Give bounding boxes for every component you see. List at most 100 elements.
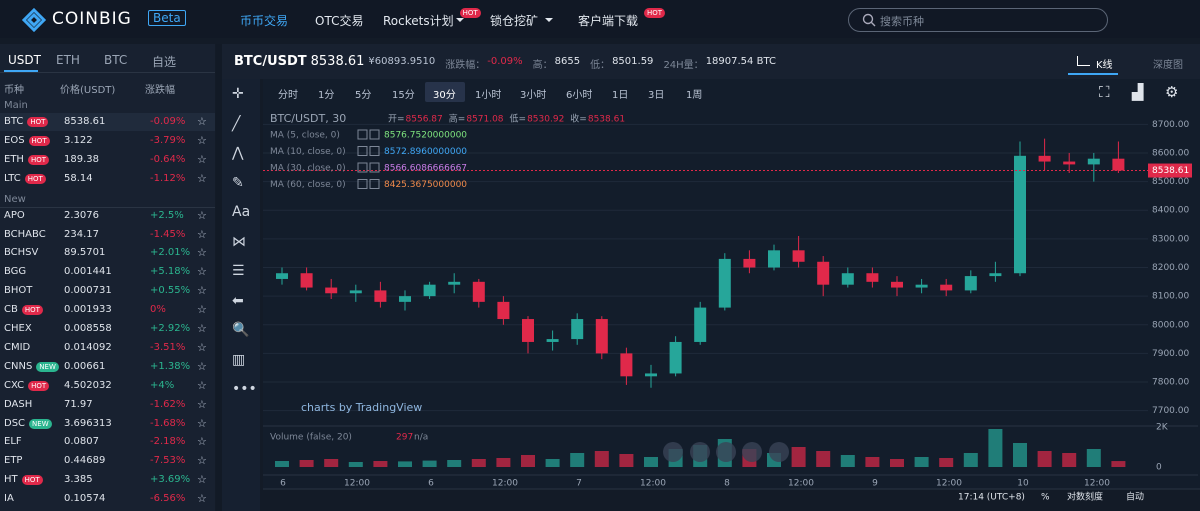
drawing-tool[interactable]: ⬅ xyxy=(232,292,244,309)
ma-label: MA (30, close, 0) xyxy=(270,164,346,174)
interval-button[interactable]: 1日 xyxy=(612,90,629,101)
panel-splitter[interactable] xyxy=(216,44,222,511)
favorite-star[interactable]: ☆ xyxy=(197,359,207,373)
coin-name[interactable]: BGG xyxy=(4,266,27,278)
candle-body xyxy=(768,250,780,268)
favorite-star[interactable]: ☆ xyxy=(197,227,207,241)
coin-name[interactable]: DSC xyxy=(4,417,26,429)
favorite-star[interactable]: ☆ xyxy=(197,115,207,128)
interval-button[interactable]: 1周 xyxy=(686,90,703,101)
favorite-star[interactable]: ☆ xyxy=(197,152,207,166)
coin-name[interactable]: ETP xyxy=(4,455,23,467)
coin-name[interactable]: DASH xyxy=(4,398,33,410)
nav-link[interactable]: OTC交易 xyxy=(315,14,364,28)
market-tab[interactable]: BTC xyxy=(104,53,128,67)
interval-button[interactable]: 6小时 xyxy=(566,90,593,101)
favorite-star[interactable]: ☆ xyxy=(197,322,207,335)
drawing-tool[interactable]: ••• xyxy=(232,381,257,397)
price-tick-label: 8600.00 xyxy=(1152,148,1189,158)
coin-name[interactable]: CB xyxy=(4,304,18,316)
coin-name[interactable]: ETH xyxy=(4,153,24,165)
toolbar-icon[interactable]: ⚙ xyxy=(1165,83,1179,101)
view-tab[interactable]: K线 xyxy=(1096,60,1113,71)
favorite-star[interactable]: ☆ xyxy=(197,171,207,185)
interval-button[interactable]: 15分 xyxy=(392,90,415,101)
column-header[interactable]: 币种 xyxy=(4,85,24,96)
favorite-star[interactable]: ☆ xyxy=(197,208,207,222)
market-tab[interactable]: ETH xyxy=(56,53,80,67)
interval-button[interactable]: 1分 xyxy=(318,90,335,101)
interval-button[interactable]: 分时 xyxy=(278,90,298,101)
favorite-star[interactable]: ☆ xyxy=(197,246,207,260)
nav-link[interactable]: 客户端下载 xyxy=(578,14,639,28)
search-box[interactable] xyxy=(848,8,1108,32)
coin-name[interactable]: BCHABC xyxy=(4,228,46,240)
coin-name[interactable]: CXC xyxy=(4,379,25,391)
coin-change: -0.09% xyxy=(150,116,186,127)
favorite-star[interactable]: ☆ xyxy=(197,284,207,298)
drawing-tool[interactable]: ╱ xyxy=(232,115,241,132)
coin-name[interactable]: LTC xyxy=(4,172,21,184)
favorite-star[interactable]: ☆ xyxy=(197,397,207,411)
ohlc-label: 收= xyxy=(570,113,587,125)
favorite-star[interactable]: ☆ xyxy=(197,133,207,147)
drawing-tool[interactable]: ✛ xyxy=(232,86,244,102)
drawing-tool[interactable]: ▥ xyxy=(232,351,246,368)
volume-bar xyxy=(545,459,560,467)
toolbar-icon[interactable]: ⛶ xyxy=(1099,83,1110,101)
coin-name[interactable]: BTC xyxy=(4,116,24,127)
coin-price: 2.3076 xyxy=(64,209,99,221)
interval-button[interactable]: 1小时 xyxy=(475,90,502,101)
coin-change: -1.45% xyxy=(150,228,186,240)
column-header[interactable]: 涨跌幅 xyxy=(145,85,175,96)
favorite-star[interactable]: ☆ xyxy=(197,416,207,430)
coin-name[interactable]: IA xyxy=(4,493,14,505)
nav-badge: HOT xyxy=(459,8,481,18)
view-tab[interactable]: 深度图 xyxy=(1153,60,1183,71)
favorite-star[interactable]: ☆ xyxy=(197,435,207,449)
favorite-star[interactable]: ☆ xyxy=(197,454,207,468)
drawing-tool[interactable]: ☰ xyxy=(232,263,245,279)
logo[interactable]: COINBIG xyxy=(52,9,132,29)
interval-button[interactable]: 3小时 xyxy=(520,90,547,101)
favorite-star[interactable]: ☆ xyxy=(197,378,207,392)
coin-name[interactable]: CNNS xyxy=(4,360,33,372)
drawing-tool[interactable]: ✎ xyxy=(232,174,244,191)
nav-link[interactable]: Rockets计划 xyxy=(383,14,454,28)
coin-name[interactable]: CMID xyxy=(4,341,31,353)
chart: 7700.00 7800.00 7900.00 8000.00 8100.00 8200.… xyxy=(263,79,1200,503)
favorite-star[interactable]: ☆ xyxy=(197,340,207,354)
coin-name[interactable]: BCHSV xyxy=(4,247,39,259)
coin-name[interactable]: EOS xyxy=(4,134,25,146)
ohlc-label: 低= xyxy=(510,113,527,125)
ohlc-value: 8556.87 xyxy=(406,115,443,125)
favorite-star[interactable]: ☆ xyxy=(197,265,207,279)
drawing-tool[interactable]: Aa xyxy=(232,204,251,220)
drawing-tool[interactable]: ⋈ xyxy=(232,233,246,250)
coin-name[interactable]: CHEX xyxy=(4,323,32,334)
coin-name[interactable]: HT xyxy=(4,474,18,486)
drawing-tool[interactable]: ⋀ xyxy=(232,145,244,161)
drawing-tool[interactable]: 🔍 xyxy=(232,322,250,338)
coin-name[interactable]: BHOT xyxy=(4,285,33,297)
market-tab[interactable]: 自选 xyxy=(152,55,177,69)
interval-button[interactable]: 5分 xyxy=(355,90,372,101)
volume-bar xyxy=(1037,451,1052,467)
ohlc-label: 高= xyxy=(449,113,466,125)
coin-name[interactable]: ELF xyxy=(4,436,22,448)
nav-link[interactable]: 币币交易 xyxy=(240,14,289,28)
coin-name[interactable]: APO xyxy=(4,209,25,221)
ohlc-value: 8530.92 xyxy=(527,115,564,125)
column-header[interactable]: 价格(USDT) xyxy=(60,85,116,96)
nav-link[interactable]: 锁仓挖矿 xyxy=(490,14,539,28)
favorite-star[interactable]: ☆ xyxy=(197,473,207,487)
dropdown-caret xyxy=(456,18,464,22)
toolbar-icon[interactable]: ▟ xyxy=(1132,83,1144,101)
volume-bar xyxy=(447,460,462,467)
coin-change: +5.18% xyxy=(150,266,191,278)
interval-button[interactable]: 3日 xyxy=(648,90,665,101)
interval-button[interactable]: 30分 xyxy=(433,90,456,101)
market-tab[interactable]: USDT xyxy=(8,53,41,67)
favorite-star[interactable]: ☆ xyxy=(197,492,207,506)
favorite-star[interactable]: ☆ xyxy=(197,303,207,317)
